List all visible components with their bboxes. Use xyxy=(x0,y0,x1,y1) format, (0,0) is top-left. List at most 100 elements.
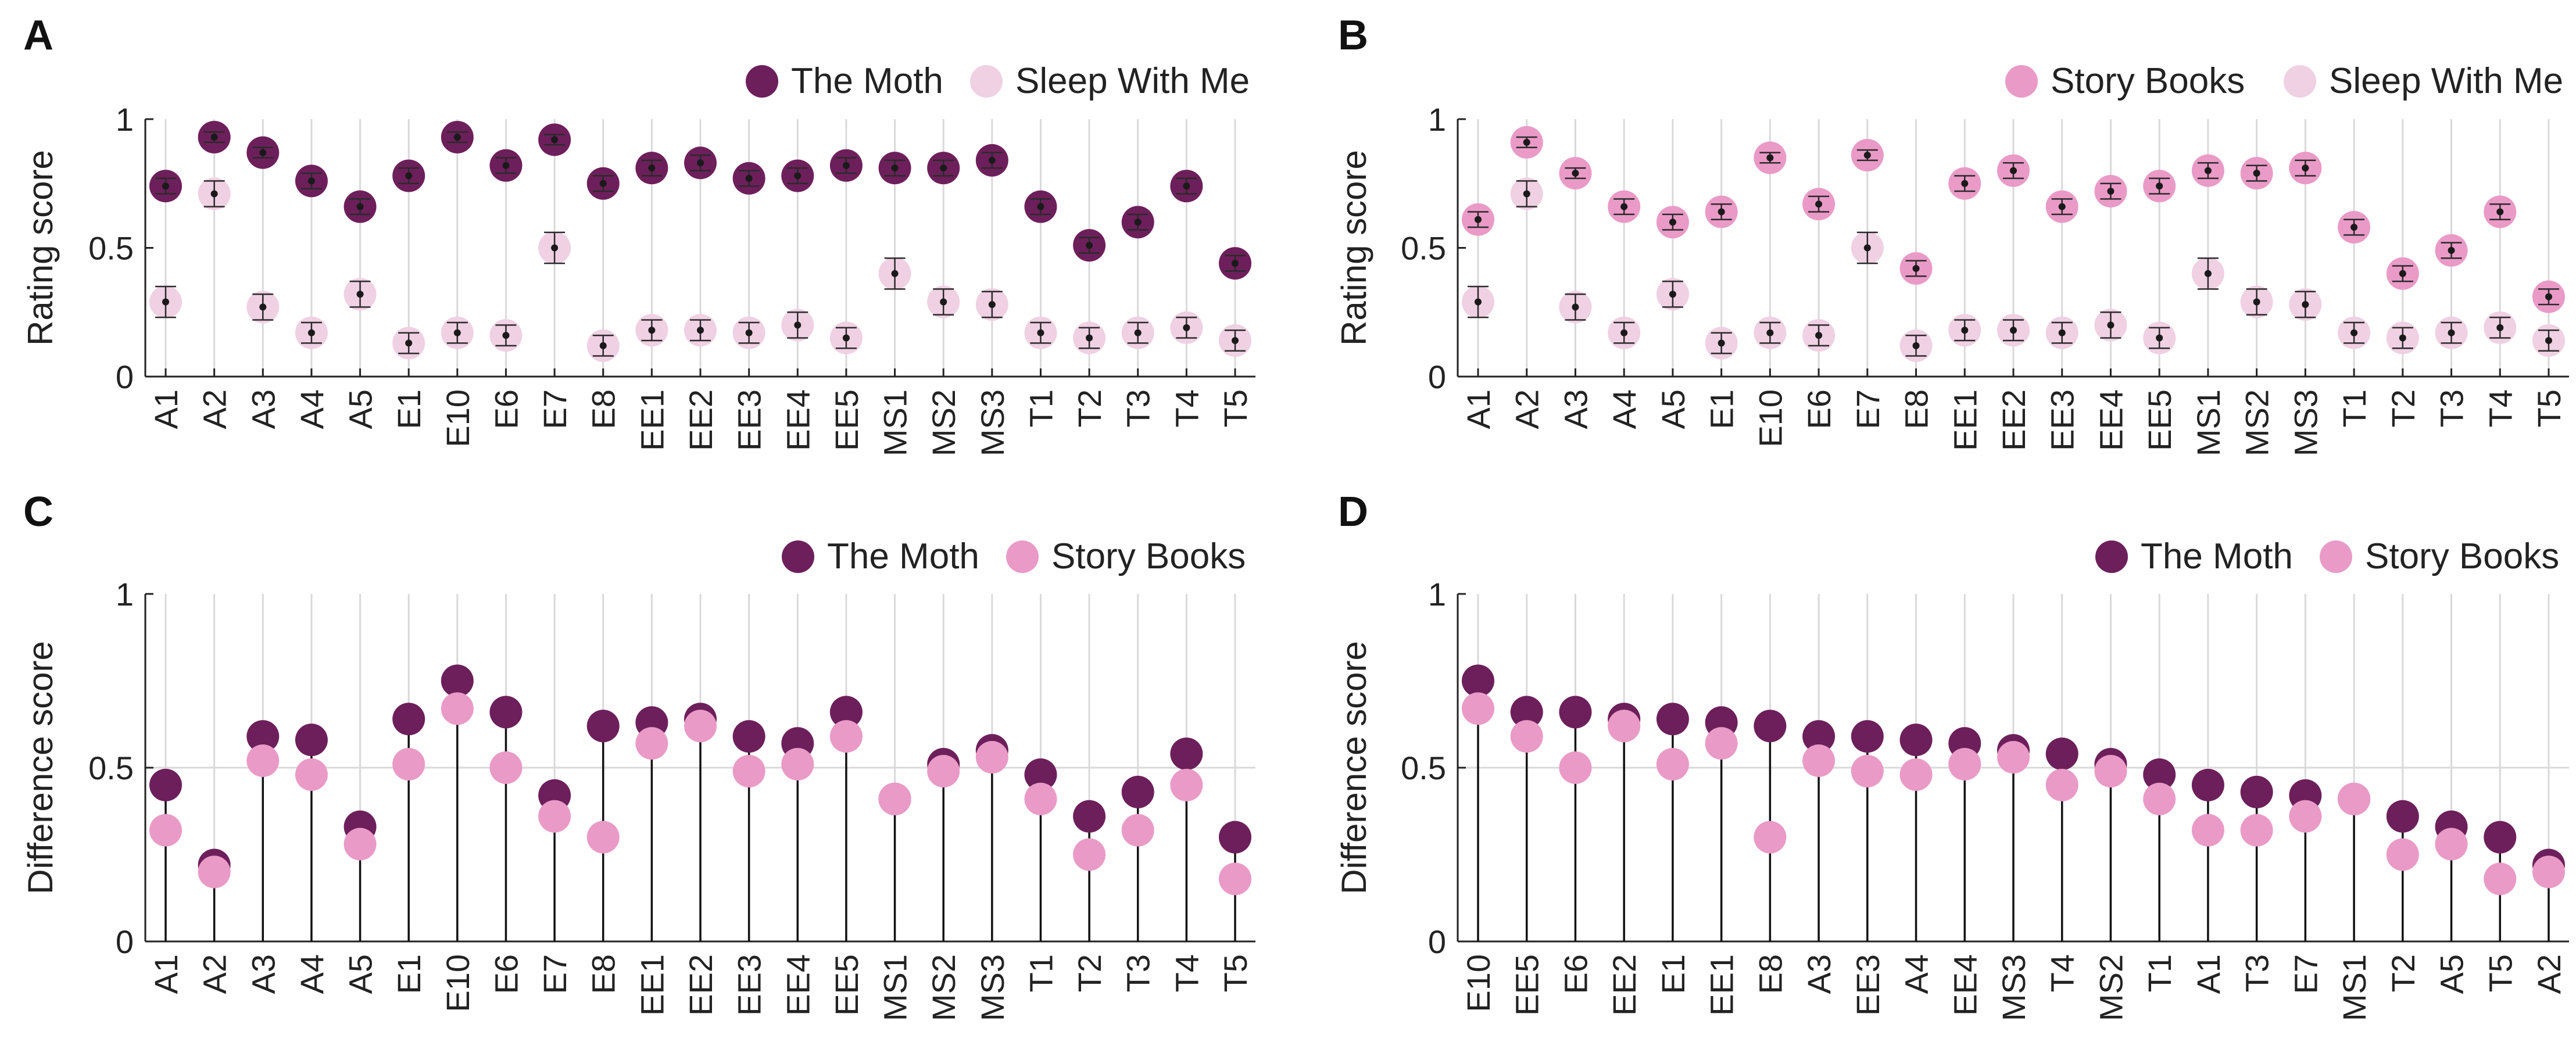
x-tick-label: A5 xyxy=(342,389,379,429)
marker-story-books xyxy=(1656,748,1689,781)
mean-dot xyxy=(551,244,559,252)
mean-dot xyxy=(2010,327,2017,334)
x-tick-label: MS1 xyxy=(2190,389,2227,456)
mean-dot xyxy=(2107,321,2115,329)
x-tick-label: E6 xyxy=(488,389,524,429)
marker-the-moth xyxy=(829,696,863,729)
marker-story-books xyxy=(927,754,960,787)
legend-label: The Moth xyxy=(2141,536,2293,576)
mean-dot xyxy=(891,270,899,277)
x-tick-label: T1 xyxy=(2141,954,2178,992)
marker-the-moth xyxy=(295,724,328,757)
y-tick-label: 0.5 xyxy=(1401,230,1446,267)
legend: Story Books The Moth xyxy=(2095,536,2559,576)
x-tick-label: A4 xyxy=(1898,954,1935,994)
x-tick-label: A3 xyxy=(1801,954,1837,994)
x-tick-label: MS2 xyxy=(2239,389,2276,456)
x-tick-label: EE4 xyxy=(779,954,816,1016)
x-tick-label: E6 xyxy=(1801,389,1837,429)
x-tick-label: A3 xyxy=(245,389,281,429)
marker-story-books xyxy=(149,814,182,847)
marker-story-books xyxy=(1997,741,2030,774)
x-tick-label: A4 xyxy=(294,954,330,994)
marker-story-books xyxy=(1462,692,1494,725)
marker-story-books xyxy=(246,744,280,778)
marker-the-moth xyxy=(2240,775,2273,808)
mean-dot xyxy=(842,162,850,169)
marker-story-books xyxy=(2094,754,2127,787)
x-tick-label: EE4 xyxy=(779,389,816,451)
panel-letter: D xyxy=(1338,489,1368,535)
mean-dot xyxy=(1037,329,1044,336)
mean-dot xyxy=(2545,336,2552,344)
x-tick-label: T2 xyxy=(2385,389,2421,427)
marker-the-moth xyxy=(1899,724,1933,757)
mean-dot xyxy=(2545,293,2552,300)
mean-dot xyxy=(2350,224,2358,231)
marker-the-moth xyxy=(2191,768,2224,801)
marker-the-moth xyxy=(1170,737,1203,771)
mean-dot xyxy=(453,329,461,336)
x-tick-label: E1 xyxy=(391,389,427,429)
marker-story-books xyxy=(2045,768,2078,801)
mean-dot xyxy=(697,327,704,334)
x-tick-label: EE5 xyxy=(828,389,865,451)
marker-the-moth xyxy=(489,696,523,729)
mean-dot xyxy=(1620,329,1628,336)
mean-dot xyxy=(1766,154,1774,162)
y-axis-title: Rating score xyxy=(1334,150,1373,346)
x-tick-label: T5 xyxy=(1217,954,1254,992)
marker-story-books xyxy=(1170,768,1203,801)
mean-dot xyxy=(2204,270,2212,277)
marker-story-books xyxy=(2240,814,2273,847)
legend: Sleep With Me Story Books xyxy=(2005,61,2563,101)
marker-the-moth xyxy=(2484,821,2517,854)
mean-dot xyxy=(1523,138,1530,146)
mean-dot xyxy=(2058,203,2066,210)
x-tick-label: T4 xyxy=(2482,389,2518,427)
legend-swatch xyxy=(2095,540,2128,573)
marker-the-moth xyxy=(1754,710,1787,743)
mean-dot xyxy=(2010,167,2017,174)
x-tick-label: EE2 xyxy=(682,389,719,451)
mean-dot xyxy=(988,156,996,164)
marker-story-books xyxy=(1510,720,1543,753)
legend-swatch xyxy=(782,540,814,573)
mean-dot xyxy=(1912,342,1920,349)
marker-story-books xyxy=(1024,782,1057,815)
x-tick-label: A5 xyxy=(342,954,379,994)
mean-dot xyxy=(2448,329,2455,336)
mean-dot xyxy=(502,162,510,169)
x-tick-label: E10 xyxy=(439,954,476,1012)
marker-story-books xyxy=(198,855,231,889)
mean-dot xyxy=(307,329,315,336)
marker-the-moth xyxy=(2386,800,2419,833)
mean-dot xyxy=(405,172,413,180)
x-tick-label: EE1 xyxy=(1704,954,1740,1016)
x-tick-label: A1 xyxy=(148,389,184,429)
mean-dot xyxy=(794,172,802,180)
legend-swatch xyxy=(2320,540,2352,573)
mean-dot xyxy=(2496,208,2504,216)
y-tick-label: 0 xyxy=(116,923,134,960)
mean-dot xyxy=(1669,219,1676,226)
x-tick-label: EE2 xyxy=(1606,954,1643,1016)
x-tick-label: EE4 xyxy=(2092,389,2129,451)
x-tick-label: A1 xyxy=(2190,954,2227,994)
mean-dot xyxy=(2448,246,2455,254)
x-tick-label: EE1 xyxy=(634,954,670,1016)
marker-the-moth xyxy=(246,720,280,753)
legend-label: The Moth xyxy=(827,536,979,576)
y-axis-title: Difference score xyxy=(21,641,60,894)
marker-story-books xyxy=(1754,821,1787,854)
marker-the-moth xyxy=(1121,775,1154,808)
marker-the-moth xyxy=(2143,758,2176,791)
panel-d: D 0 0.5 1 Difference score E10 EE5 E6 EE2 E1 EE1 E8… xyxy=(1334,489,2569,1021)
y-axis-title: Difference score xyxy=(1334,641,1373,894)
marker-the-moth xyxy=(1219,821,1251,854)
x-tick-label: E8 xyxy=(585,389,622,429)
marker-story-books xyxy=(1899,758,1933,791)
x-tick-label: E7 xyxy=(536,389,573,429)
marker-story-books xyxy=(1851,754,1884,787)
